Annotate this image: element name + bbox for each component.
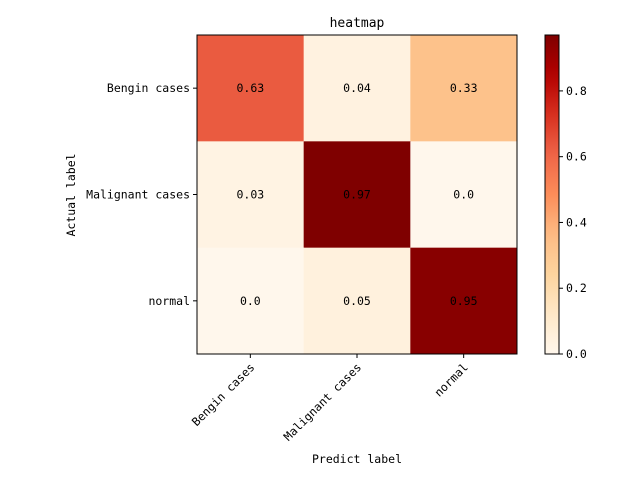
- x-axis-label: Predict label: [312, 452, 402, 466]
- chart-title: heatmap: [330, 16, 385, 31]
- heatmap-cell-r0-c2: [410, 35, 518, 142]
- x-tick-label: Malignant cases: [281, 360, 364, 443]
- heatmap-cell-r2-c1: [303, 247, 411, 355]
- y-axis-ticks: Bengin cases Malignant cases normal: [86, 81, 197, 308]
- cell-value-label-r2-c1: 0.05: [343, 294, 371, 308]
- cell-value-label-r0-c1: 0.04: [343, 81, 371, 95]
- colorbar-tick-label: 0.8: [566, 84, 587, 98]
- x-tick-label: Bengin cases: [189, 360, 258, 429]
- cell-value-label-r1-c2: 0.0: [453, 188, 474, 202]
- colorbar-tick-label: 0.2: [566, 281, 587, 295]
- x-axis-ticks: Bengin cases Malignant cases normal: [189, 354, 471, 444]
- x-tick-label: normal: [432, 360, 471, 399]
- y-axis-label: Actual label: [64, 153, 78, 236]
- cell-value-label-r1-c0: 0.03: [236, 188, 264, 202]
- colorbar-ticks: 0.0 0.2 0.4 0.6 0.8: [559, 84, 587, 361]
- cell-value-label-r1-c1: 0.97: [343, 188, 371, 202]
- heatmap-cell-r0-c1: [303, 35, 411, 142]
- y-tick-label: Malignant cases: [86, 188, 190, 202]
- cell-value-label-r0-c2: 0.33: [450, 81, 478, 95]
- heatmap-cell-r1-c1: [303, 141, 411, 249]
- cell-value-label-r2-c0: 0.0: [240, 294, 261, 308]
- heatmap-cell-r1-c0: [197, 141, 305, 249]
- heatmap-cell-labels: 0.63 0.04 0.33 0.03 0.97 0.0 0.0 0.05 0.95: [236, 81, 477, 308]
- heatmap-cells: [197, 35, 518, 355]
- heatmap-cell-r0-c0: [197, 35, 305, 142]
- cell-value-label-r2-c2: 0.95: [450, 294, 478, 308]
- heatmap-cell-r1-c2: [410, 141, 518, 249]
- colorbar-tick-label: 0.0: [566, 347, 587, 361]
- colorbar-tick-label: 0.4: [566, 215, 587, 229]
- colorbar-tick-label: 0.6: [566, 150, 587, 164]
- y-tick-label: Bengin cases: [107, 81, 190, 95]
- colorbar: [544, 34, 560, 355]
- heatmap-cell-r2-c0: [197, 247, 305, 355]
- cell-value-label-r0-c0: 0.63: [236, 81, 264, 95]
- y-tick-label: normal: [148, 294, 190, 308]
- heatmap-cell-r2-c2: [410, 247, 518, 355]
